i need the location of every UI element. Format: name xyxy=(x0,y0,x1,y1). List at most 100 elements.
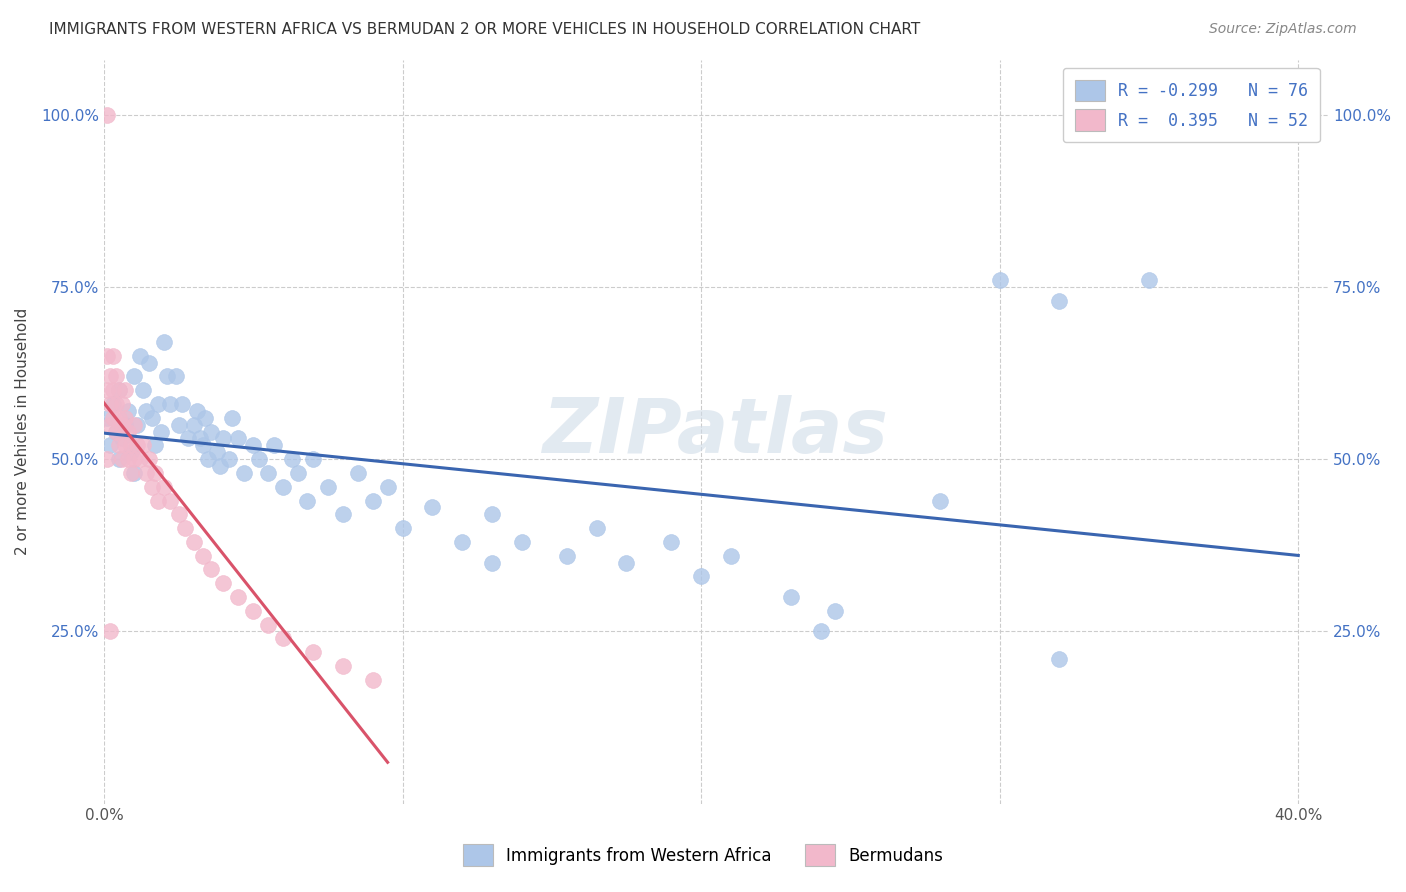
Point xyxy=(988,273,1011,287)
Point xyxy=(257,466,280,480)
Point xyxy=(332,658,354,673)
Point xyxy=(146,493,169,508)
Point xyxy=(114,438,136,452)
Point xyxy=(295,493,318,508)
Point xyxy=(135,466,157,480)
Point xyxy=(146,397,169,411)
Point xyxy=(659,534,682,549)
Point xyxy=(173,521,195,535)
Point xyxy=(117,452,139,467)
Point xyxy=(209,458,232,473)
Point xyxy=(108,384,131,398)
Point xyxy=(96,384,118,398)
Point xyxy=(114,410,136,425)
Point xyxy=(114,384,136,398)
Point xyxy=(316,480,339,494)
Point xyxy=(361,493,384,508)
Point xyxy=(361,673,384,687)
Point xyxy=(207,445,229,459)
Point xyxy=(720,549,742,563)
Point xyxy=(263,438,285,452)
Point xyxy=(156,369,179,384)
Point xyxy=(98,369,121,384)
Point xyxy=(143,438,166,452)
Point xyxy=(108,438,131,452)
Point xyxy=(191,549,214,563)
Point xyxy=(271,480,294,494)
Point xyxy=(1137,273,1160,287)
Point xyxy=(152,334,174,349)
Point xyxy=(159,493,181,508)
Point xyxy=(810,624,832,639)
Point xyxy=(183,417,205,432)
Point xyxy=(132,438,155,452)
Point xyxy=(167,508,190,522)
Point xyxy=(377,480,399,494)
Point xyxy=(779,590,801,604)
Point xyxy=(141,480,163,494)
Point xyxy=(346,466,368,480)
Point xyxy=(690,569,713,583)
Point xyxy=(104,425,127,439)
Point xyxy=(104,369,127,384)
Point xyxy=(451,534,474,549)
Point xyxy=(101,384,124,398)
Point xyxy=(212,432,235,446)
Point xyxy=(98,417,121,432)
Point xyxy=(186,404,208,418)
Point xyxy=(138,452,160,467)
Point xyxy=(135,404,157,418)
Point xyxy=(212,576,235,591)
Point xyxy=(101,410,124,425)
Point xyxy=(824,604,846,618)
Point xyxy=(585,521,607,535)
Point xyxy=(111,417,134,432)
Point xyxy=(200,562,222,576)
Point xyxy=(391,521,413,535)
Point xyxy=(188,432,211,446)
Point xyxy=(114,417,136,432)
Point xyxy=(111,397,134,411)
Legend: R = -0.299   N = 76, R =  0.395   N = 52: R = -0.299 N = 76, R = 0.395 N = 52 xyxy=(1063,68,1320,143)
Point xyxy=(233,466,256,480)
Text: ZIPatlas: ZIPatlas xyxy=(543,394,889,468)
Point xyxy=(170,397,193,411)
Point xyxy=(242,604,264,618)
Point xyxy=(302,452,325,467)
Legend: Immigrants from Western Africa, Bermudans: Immigrants from Western Africa, Bermudan… xyxy=(450,831,956,880)
Point xyxy=(152,480,174,494)
Text: IMMIGRANTS FROM WESTERN AFRICA VS BERMUDAN 2 OR MORE VEHICLES IN HOUSEHOLD CORRE: IMMIGRANTS FROM WESTERN AFRICA VS BERMUD… xyxy=(49,22,921,37)
Point xyxy=(108,384,131,398)
Point xyxy=(218,452,240,467)
Point xyxy=(616,556,638,570)
Point xyxy=(138,356,160,370)
Point xyxy=(281,452,304,467)
Point xyxy=(302,645,325,659)
Point xyxy=(111,452,134,467)
Point xyxy=(101,349,124,363)
Point xyxy=(128,452,150,467)
Point xyxy=(555,549,578,563)
Point xyxy=(128,349,150,363)
Point xyxy=(104,425,127,439)
Point xyxy=(101,397,124,411)
Point xyxy=(108,410,131,425)
Point xyxy=(120,466,142,480)
Point xyxy=(122,452,145,467)
Point xyxy=(1047,293,1070,308)
Point xyxy=(117,404,139,418)
Point xyxy=(122,417,145,432)
Point xyxy=(120,445,142,459)
Y-axis label: 2 or more Vehicles in Household: 2 or more Vehicles in Household xyxy=(15,308,30,555)
Point xyxy=(149,425,172,439)
Point xyxy=(132,384,155,398)
Point xyxy=(191,438,214,452)
Point xyxy=(200,425,222,439)
Point xyxy=(96,349,118,363)
Point xyxy=(197,452,219,467)
Point xyxy=(194,410,217,425)
Point xyxy=(125,417,148,432)
Point xyxy=(257,617,280,632)
Point xyxy=(510,534,533,549)
Point xyxy=(247,452,270,467)
